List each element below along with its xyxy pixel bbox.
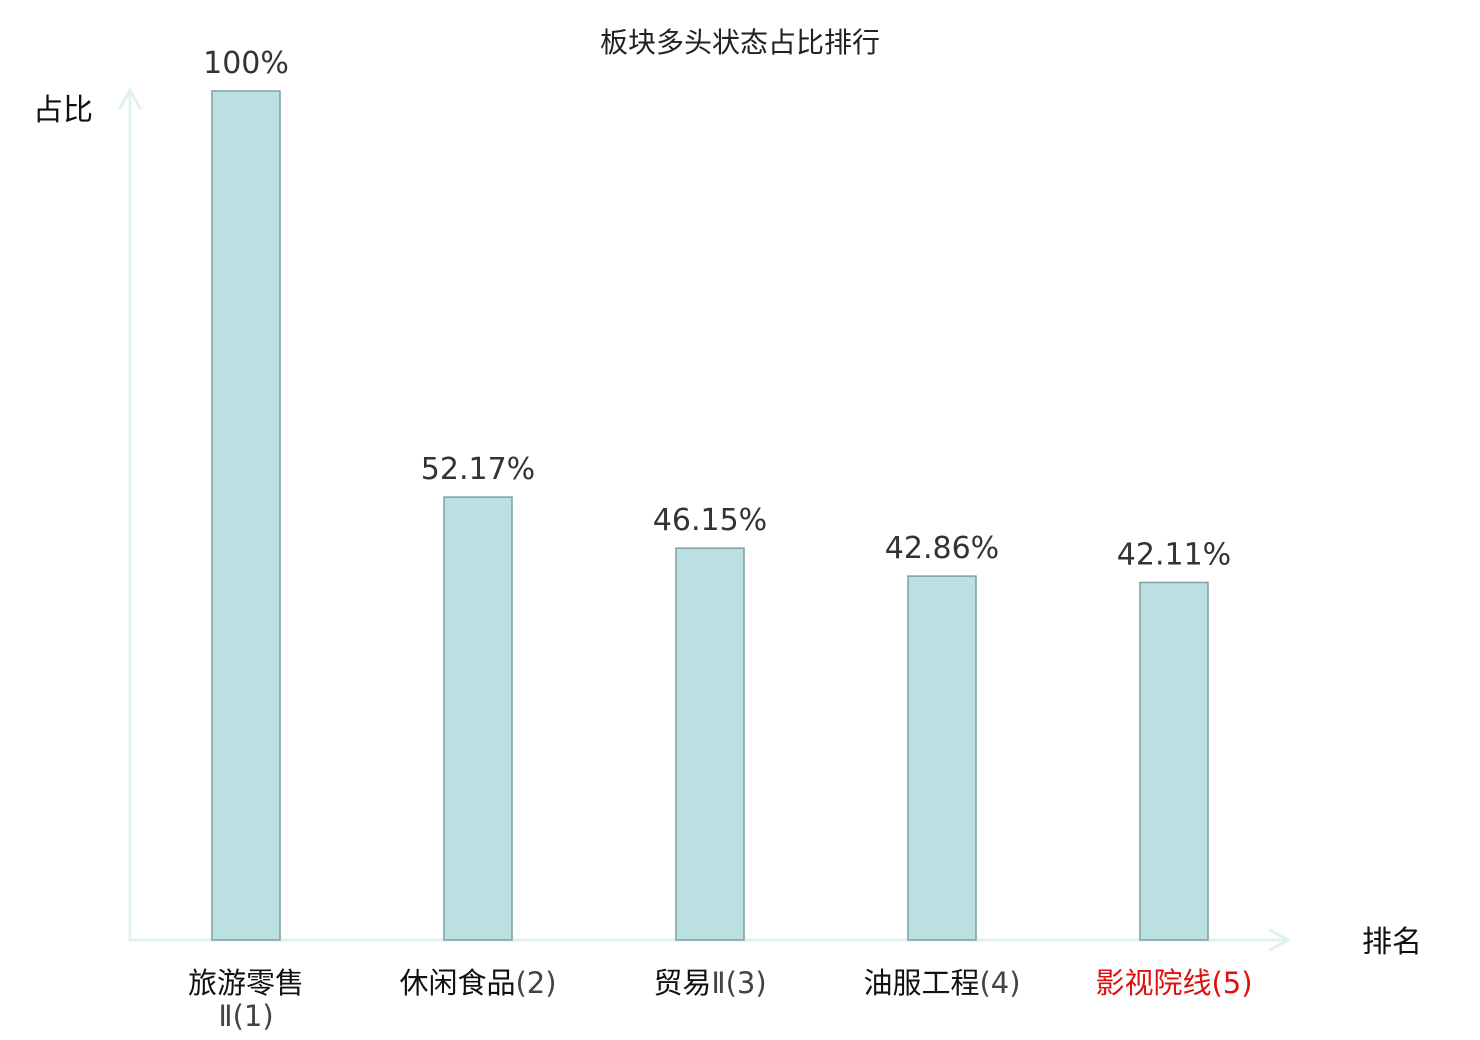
- x-axis-label: 排名: [1362, 925, 1422, 960]
- bar-4: [907, 575, 977, 941]
- bar-1: [211, 90, 281, 941]
- category-label-3: 贸易Ⅱ(3): [653, 966, 766, 1000]
- bar-series: [211, 90, 1209, 941]
- category-label-5: 影视院线(5): [1095, 966, 1252, 1000]
- value-label-1: 100%: [203, 46, 289, 81]
- value-label-3: 46.15%: [653, 503, 767, 538]
- bar-5: [1139, 581, 1209, 941]
- value-label-5: 42.11%: [1117, 537, 1231, 572]
- bar-3: [675, 547, 745, 941]
- category-label-2: 休闲食品(2): [399, 966, 556, 1000]
- value-label-2: 52.17%: [421, 452, 535, 487]
- category-label-1-name: 旅游零售: [188, 966, 304, 1000]
- bar-2: [443, 496, 513, 941]
- value-labels: 100% 52.17% 46.15% 42.86% 42.11%: [203, 46, 1231, 572]
- value-label-4: 42.86%: [885, 531, 999, 566]
- category-label-1-suffix: Ⅱ(1): [218, 999, 273, 1033]
- y-axis: [118, 88, 142, 942]
- y-axis-label: 占比: [33, 93, 93, 128]
- category-label-4: 油服工程(4): [863, 966, 1020, 1000]
- chart-title: 板块多头状态占比排行: [600, 26, 880, 59]
